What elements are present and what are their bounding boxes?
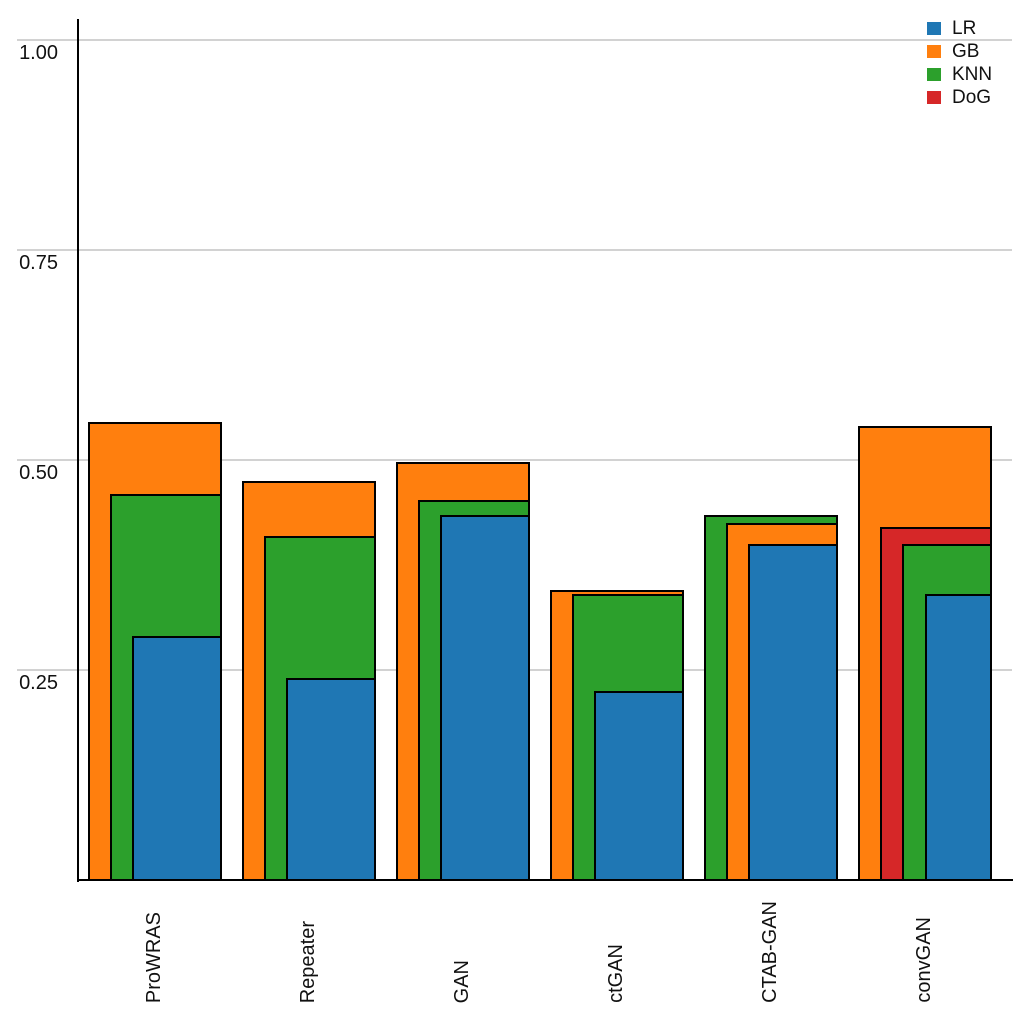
- legend-label-GB: GB: [952, 41, 980, 62]
- legend-swatch-LR: [927, 22, 941, 35]
- legend-entry-KNN: KNN: [927, 63, 992, 86]
- legend-entry-LR: LR: [927, 17, 992, 40]
- y-axis-line: [77, 19, 79, 882]
- legend-label-LR: LR: [952, 18, 977, 39]
- legend: LR GB KNN DoG: [927, 17, 992, 109]
- y-tick-label-0.50: 0.50: [19, 462, 58, 484]
- legend-swatch-DoG: [927, 91, 941, 104]
- y-tick-label-1.00: 1.00: [19, 42, 58, 64]
- y-tick-label-0.75: 0.75: [19, 252, 58, 274]
- bar-CTAB-GAN-LR: [748, 544, 838, 881]
- x-tick-label-Repeater: Repeater: [297, 920, 319, 1003]
- legend-label-KNN: KNN: [952, 64, 993, 85]
- gridline-1.00: [17, 39, 1012, 41]
- bar-ctGAN-LR: [594, 691, 684, 881]
- legend-entry-DoG: DoG: [927, 86, 992, 109]
- bar-Repeater-LR: [286, 678, 376, 881]
- gridline-0.75: [17, 249, 1012, 251]
- legend-swatch-GB: [927, 45, 941, 58]
- x-tick-label-CTAB-GAN: CTAB-GAN: [759, 901, 781, 1003]
- x-tick-label-GAN: GAN: [451, 959, 473, 1003]
- bar-ProWRAS-LR: [132, 636, 222, 881]
- bar-convGAN-LR: [925, 594, 992, 881]
- x-tick-label-ctGAN: ctGAN: [605, 944, 627, 1003]
- legend-label-DoG: DoG: [952, 87, 992, 108]
- x-tick-label-ProWRAS: ProWRAS: [143, 911, 165, 1003]
- legend-entry-GB: GB: [927, 40, 992, 63]
- gridline-0.50: [17, 459, 1012, 461]
- x-axis-line: [77, 879, 1013, 881]
- bar-GAN-LR: [440, 514, 530, 881]
- x-tick-label-convGAN: convGAN: [913, 917, 935, 1003]
- y-tick-label-0.25: 0.25: [19, 672, 58, 694]
- legend-swatch-KNN: [927, 68, 941, 81]
